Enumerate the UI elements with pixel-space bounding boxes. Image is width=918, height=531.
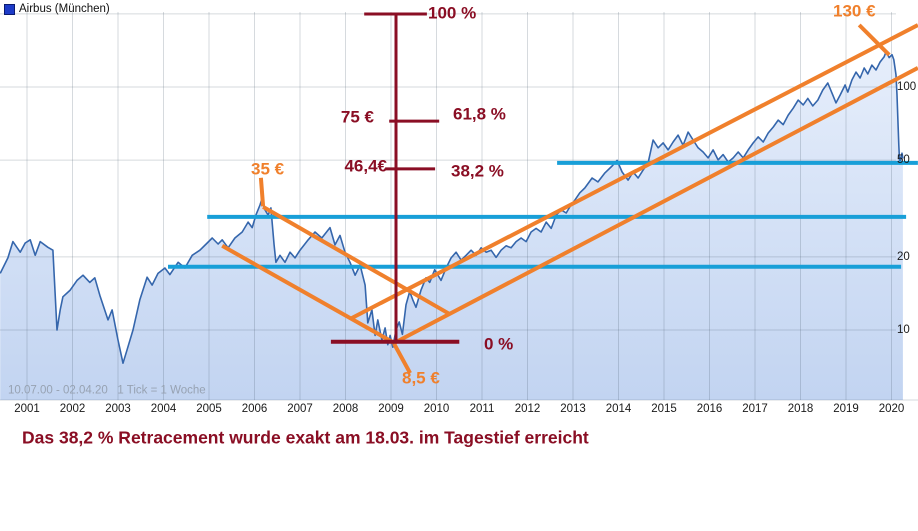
overlay-downtrend-parallel	[221, 244, 396, 345]
x-axis-label: 2017	[742, 403, 768, 415]
price-mark-85eur: 8,5 €	[402, 368, 440, 388]
y-axis-label: 20	[897, 250, 910, 263]
x-axis-label: 2020	[878, 403, 905, 415]
watermark-timeframe: 10.07.00 - 02.04.20 1 Tick = 1 Woche	[8, 384, 206, 397]
overlay-pointer-85eur	[392, 343, 412, 375]
x-axis-label: 2016	[696, 403, 723, 415]
price-mark-130eur: 130 €	[833, 1, 876, 21]
fibonacci-lines	[330, 12, 460, 344]
legend-swatch-icon	[4, 3, 15, 15]
x-axis-label: 2008	[332, 403, 359, 415]
x-axis-label: 2013	[560, 403, 586, 415]
x-axis-label: 2004	[150, 403, 177, 415]
x-axis-label: 2012	[514, 403, 541, 415]
legend: Airbus (München)	[4, 3, 110, 15]
overlay-pointer-35eur	[258, 177, 266, 207]
fib-label-100pct: 100 %	[428, 3, 477, 23]
x-axis-label: 2018	[787, 403, 814, 415]
fib-label-382pct: 38,2 %	[451, 161, 504, 181]
legend-label: Airbus (München)	[19, 3, 110, 15]
x-axis-label: 2003	[105, 403, 131, 415]
x-axis-label: 2015	[651, 403, 677, 415]
fib-price-75: 75 €	[340, 107, 374, 127]
x-axis-label: 2001	[14, 403, 40, 415]
trend-lines	[221, 23, 918, 375]
x-axis-label: 2007	[287, 403, 313, 415]
y-axis-label: 10	[897, 324, 910, 336]
caption-text: Das 38,2 % Retracement wurde exakt am 18…	[22, 427, 589, 448]
gridlines	[0, 12, 918, 401]
x-axis-label: 2010	[423, 403, 450, 415]
price-mark-35eur: 35 €	[251, 159, 285, 179]
x-axis-label: 2019	[833, 403, 859, 415]
x-axis-label: 2011	[469, 403, 495, 415]
fib-price-464: 46,4€	[344, 156, 387, 176]
overlay-uptrend-channel-lower	[393, 66, 918, 345]
y-axis-label: 50	[897, 154, 910, 167]
price-area-fill	[0, 51, 903, 401]
y-axis-label: 100	[897, 81, 917, 93]
x-axis-label: 2006	[241, 403, 268, 415]
x-axis-label: 2002	[59, 403, 86, 415]
overlay-uptrend-channel-upper	[350, 23, 918, 320]
x-axis-label: 2014	[605, 403, 632, 415]
x-axis-label: 2009	[378, 403, 404, 415]
overlay-pointer-130eur	[857, 23, 891, 57]
overlay-downtrend-from-2006-high	[262, 205, 452, 317]
fib-label-618pct: 61,8 %	[453, 104, 506, 124]
fib-label-0pct: 0 %	[484, 334, 514, 354]
x-axis-label: 2005	[196, 403, 222, 415]
